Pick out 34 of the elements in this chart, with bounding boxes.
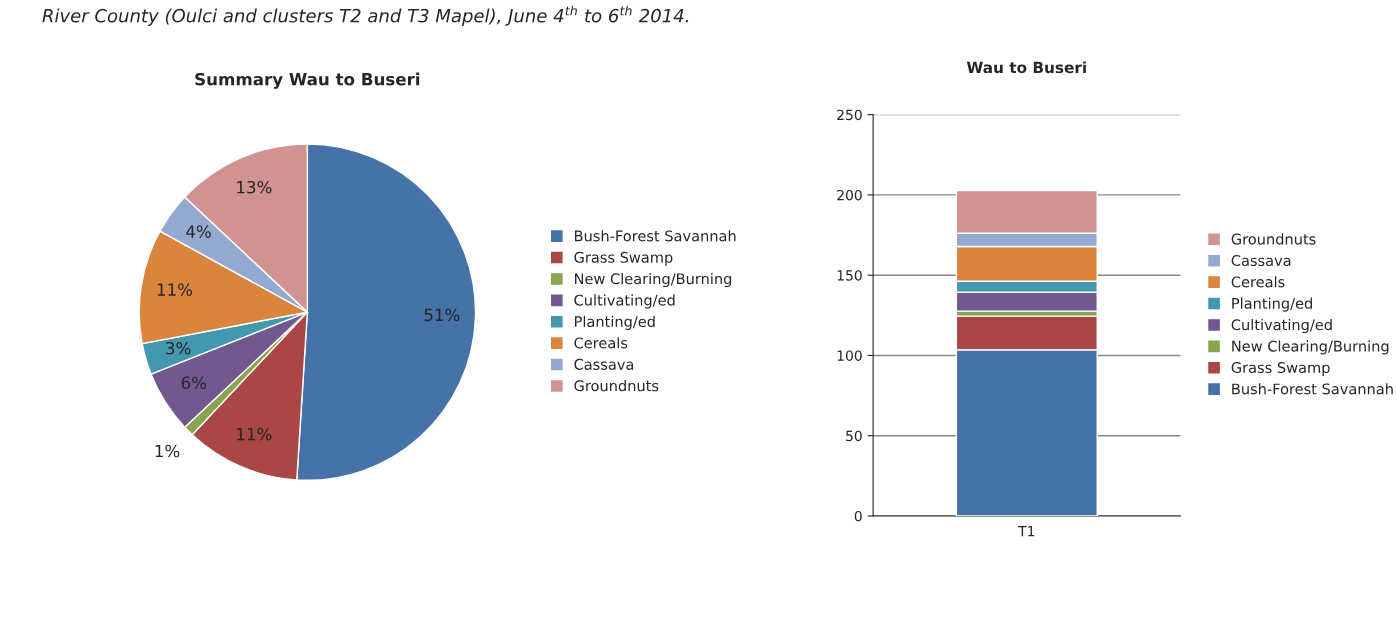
legend-label: Bush-Forest Savannah [575, 230, 736, 242]
data-label: 13% [237, 180, 272, 194]
legend-label: Grass Swamp [1231, 362, 1330, 376]
text: River County (Oulci and clusters T2 and T3 Mapel), June 4$^{th}$ to 6$^{th}$ 2014. [42, 5, 689, 26]
data-label: 1% [155, 444, 180, 458]
legend-label: Cassava [574, 358, 634, 370]
y-tick-label: 100 [837, 350, 862, 361]
data-label: 6% [181, 376, 207, 390]
legend-label: Cereals [574, 337, 628, 349]
legend-label: New Clearing/Burning [1232, 340, 1389, 355]
x-tick-label: T1 [1018, 526, 1035, 537]
data-label: 3% [166, 341, 191, 355]
data-label: 51% [424, 308, 460, 322]
y-tick-label: 50 [846, 430, 862, 442]
legend-label: Bush-Forest Savannah [1232, 383, 1393, 395]
legend-label: Grass Swamp [574, 251, 673, 266]
legend-label: Planting/ed [575, 315, 655, 330]
legend-label: Cultivating/ed [574, 294, 675, 309]
legend-label: Cereals [1231, 276, 1285, 288]
y-tick-label: 250 [837, 109, 862, 121]
legend-label: Cultivating/ed [1231, 318, 1332, 334]
y-tick-label: 0 [854, 510, 862, 522]
data-label: 11% [157, 283, 193, 296]
data-label: 4% [186, 225, 211, 238]
y-tick-label: 200 [837, 189, 862, 201]
data-label: 11% [237, 427, 272, 441]
y-tick-label: 150 [837, 270, 862, 281]
legend-label: Planting/ed [1232, 297, 1312, 312]
legend-label: New Clearing/Burning [575, 272, 732, 288]
legend-label: Groundnuts [574, 379, 659, 392]
chart-title: Summary Wau to Buseri [195, 72, 420, 89]
legend-label: Groundnuts [1231, 233, 1316, 245]
legend-label: Cassava [1231, 255, 1291, 267]
chart-title: Wau to Buseri [966, 61, 1086, 74]
